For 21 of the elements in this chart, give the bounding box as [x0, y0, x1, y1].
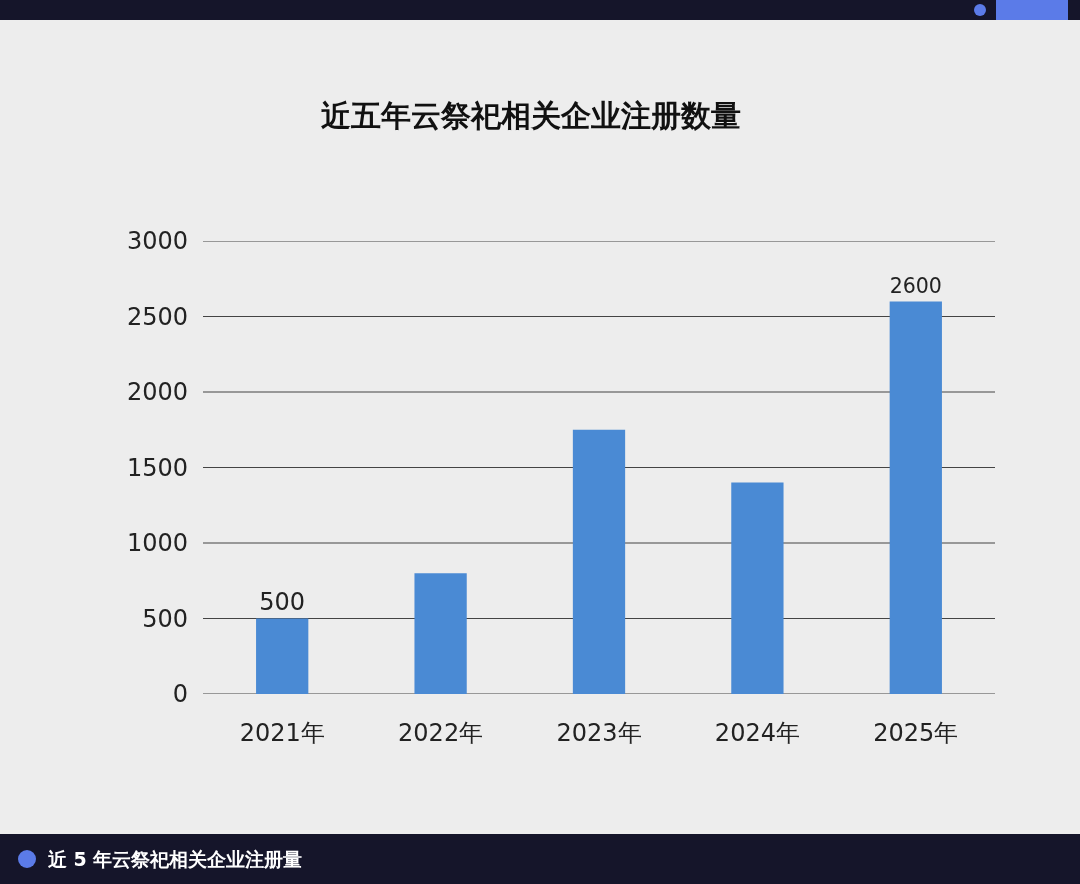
x-tick-label: 2022年: [398, 719, 484, 747]
y-tick-label: 500: [142, 604, 188, 633]
text: 近 5 年云祭祀相关企业注册量: [48, 847, 303, 872]
bar: [414, 573, 467, 694]
y-tick-label: 2500: [126, 302, 188, 331]
y-tick-label: 3000: [126, 227, 188, 256]
x-tick-label: 2025年: [873, 719, 959, 747]
bar: [731, 482, 784, 694]
data-label: 500: [259, 587, 306, 616]
y-tick-label: 0: [172, 680, 188, 709]
x-tick-label: 2024年: [714, 719, 800, 747]
bar: [572, 429, 626, 694]
y-tick-label: 1000: [126, 529, 188, 558]
y-tick-label: 1500: [126, 453, 188, 482]
x-tick-label: 2021年: [239, 719, 325, 747]
y-tick-label: 2000: [126, 378, 188, 407]
x-tick-label: 2023年: [556, 719, 642, 747]
chart-title: 近五年云祭祀相关企业注册数量: [321, 97, 742, 133]
bar: [256, 618, 309, 694]
bar: [889, 301, 942, 694]
data-label: 2600: [889, 274, 942, 299]
